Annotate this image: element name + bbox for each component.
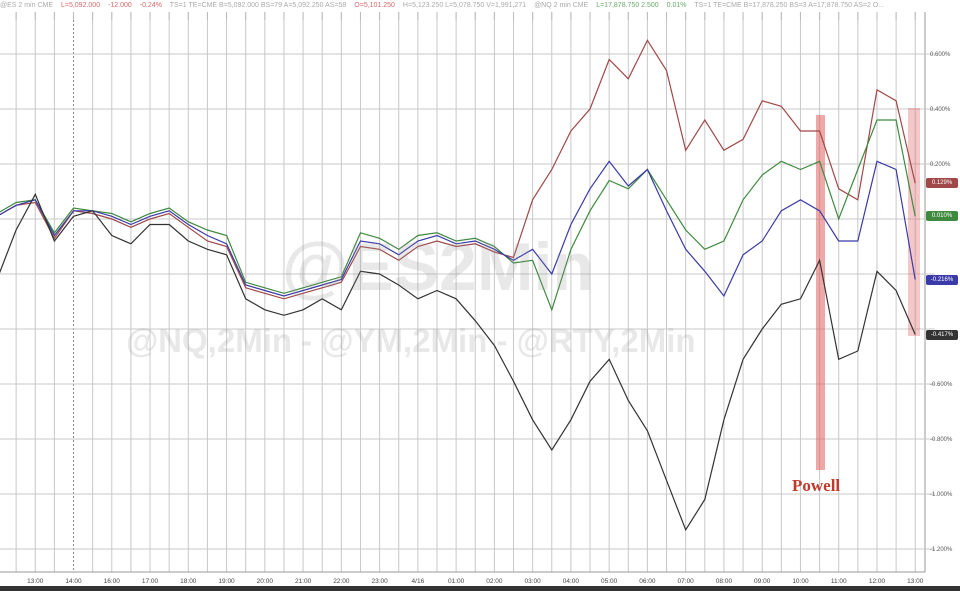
x-tick-label: 23:00 (371, 578, 388, 585)
x-tick-label: 05:00 (601, 578, 618, 585)
x-tick-label: 03:00 (524, 578, 541, 585)
nq-symbol: @NQ 2 min CME (534, 2, 589, 9)
es-symbol: @ES 2 min CME (0, 2, 54, 9)
x-tick-label: 18:00 (180, 578, 197, 585)
close-highlight-band (908, 108, 920, 336)
series-line-3 (0, 192, 916, 532)
es-high-low: H=5,123.250 L=5,078.750 V=1,991,271 (402, 2, 527, 9)
series-line-2 (0, 160, 916, 298)
y-tick-label: -1.200% (930, 547, 953, 553)
x-tick-label: 14:00 (65, 578, 82, 585)
x-axis: 13:00 14:00 16:00 17:00 18:00 19:00 20:00 21:00… (27, 578, 924, 585)
x-tick-label: 4/16 (412, 578, 425, 585)
x-tick-label: 17:00 (142, 578, 159, 585)
x-tick-label: 13:00 (907, 578, 924, 585)
nq-details: TS=1 TE=CME B=17,878.250 BS=3 A=17,878.7… (694, 2, 885, 9)
y-tick-label: 0.200% (930, 162, 951, 168)
y-tick-label: -0.600% (930, 382, 953, 388)
last-value-badge: -0.417% (926, 329, 958, 340)
nq-last: L=17,878.750 2.500 (596, 2, 659, 9)
x-tick-label: 08:00 (716, 578, 733, 585)
y-tick-label: -1.000% (930, 492, 953, 498)
last-value-badge: 0.129% (926, 178, 958, 189)
quote-header: @ES 2 min CME L=5,092.000 -12.000 -0.24%… (0, 0, 960, 12)
x-tick-label: 21:00 (295, 578, 312, 585)
series-line-0 (0, 39, 916, 300)
x-tick-label: 13:00 (27, 578, 44, 585)
x-tick-label: 01:00 (448, 578, 465, 585)
es-last: L=5,092.000 (60, 2, 101, 9)
last-value-badge: -0.216% (926, 274, 958, 285)
nq-pct: 0.01% (666, 2, 687, 9)
x-tick-label: 09:00 (754, 578, 771, 585)
grid (0, 12, 935, 573)
es-change: -12.000 (108, 2, 132, 9)
x-tick-label: 20:00 (257, 578, 274, 585)
es-open: O=5,101.250 (354, 2, 395, 9)
es-details: TS=1 TE=CME B=5,092.000 BS=79 A=5,092.25… (169, 2, 347, 9)
x-tick-label: 10:00 (792, 578, 809, 585)
x-tick-label: 11:00 (831, 578, 847, 585)
x-tick-label: 22:00 (333, 578, 350, 585)
es-pct: -0.24% (139, 2, 162, 9)
series-line-1 (0, 119, 916, 312)
y-axis: 0.600% 0.400% 0.200% -0.600% -0.800% -1.000% -… (930, 52, 953, 553)
x-tick-label: 02:00 (486, 578, 503, 585)
x-tick-label: 06:00 (639, 578, 656, 585)
y-tick-label: -0.800% (930, 437, 953, 443)
series-lines (0, 39, 916, 532)
y-tick-label: 0.600% (930, 52, 951, 58)
last-value-badge: 0.010% (926, 211, 958, 222)
powell-annotation: Powell (792, 476, 841, 495)
y-tick-label: 0.400% (930, 107, 951, 113)
x-tick-label: 07:00 (678, 578, 695, 585)
watermark-main: @ES2Min (282, 229, 594, 305)
watermark-secondary: @NQ,2Min - @YM,2Min - @RTY,2Min (126, 322, 696, 359)
bottom-bar (0, 586, 960, 591)
powell-highlight-band (816, 115, 825, 470)
x-tick-label: 04:00 (563, 578, 580, 585)
x-tick-label: 16:00 (104, 578, 121, 585)
x-tick-label: 12:00 (869, 578, 886, 585)
x-tick-label: 19:00 (218, 578, 235, 585)
